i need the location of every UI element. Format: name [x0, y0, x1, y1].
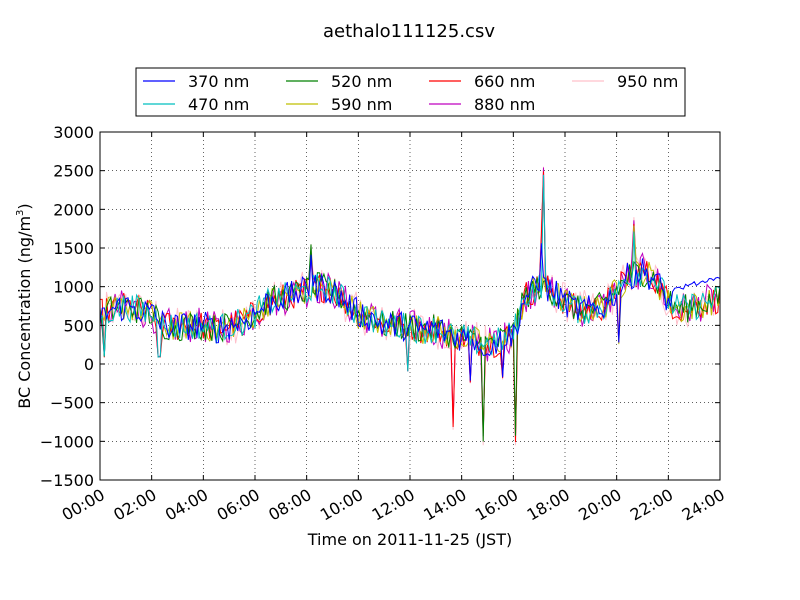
y-tick-label: 1000	[53, 278, 94, 297]
y-tick-label: 0	[84, 355, 94, 374]
y-tick-label: 1500	[53, 239, 94, 258]
x-tick-label: 04:00	[162, 485, 211, 525]
legend-label: 470 nm	[188, 95, 249, 114]
x-tick-label: 20:00	[575, 485, 624, 525]
chart-title: aethalo111125.csv	[323, 21, 495, 42]
y-tick-label: 3000	[53, 123, 94, 142]
legend-label: 660 nm	[474, 72, 535, 91]
x-tick-label: 00:00	[59, 485, 108, 525]
y-tick-label: −500	[50, 394, 94, 413]
y-tick-label: 2000	[53, 200, 94, 219]
legend-box	[135, 67, 686, 117]
x-axis-label: Time on 2011-11-25 (JST)	[307, 530, 512, 549]
x-tick-label: 18:00	[524, 485, 573, 525]
y-tick-label: −1500	[40, 471, 94, 490]
grid-lines	[100, 132, 720, 480]
x-tick-labels: 00:00 02:00 04:00 06:00 08:00 10:00 12:00 14:00…	[59, 485, 728, 525]
x-tick-label: 22:00	[627, 485, 676, 525]
legend-label: 950 nm	[617, 72, 678, 91]
y-axis-label: BC Concentration (ng/m3)	[15, 203, 34, 408]
x-tick-label: 14:00	[420, 485, 469, 525]
x-tick-label: 24:00	[679, 485, 728, 525]
legend-label: 370 nm	[188, 72, 249, 91]
x-tick-label: 06:00	[214, 485, 263, 525]
legend-label: 520 nm	[331, 72, 392, 91]
axis-ticks	[99, 131, 721, 481]
series-layer	[100, 166, 720, 446]
y-axis-label-close: )	[15, 203, 34, 209]
legend-label: 880 nm	[474, 95, 535, 114]
y-tick-label: 500	[63, 316, 94, 335]
x-tick-label: 12:00	[369, 485, 418, 525]
y-axis-label-main: BC Concentration (ng/m	[15, 216, 34, 409]
legend-label: 590 nm	[331, 95, 392, 114]
x-tick-label: 08:00	[265, 485, 314, 525]
x-tick-label: 16:00	[472, 485, 521, 525]
series-line-370-nm	[100, 243, 720, 381]
y-tick-label: −1000	[40, 432, 94, 451]
x-tick-label: 02:00	[110, 485, 159, 525]
legend: 370 nm 470 nm 520 nm 590 nm 660 nm 880 nm 950 …	[135, 67, 686, 117]
y-axis-label-superscript: 3	[15, 210, 26, 216]
y-tick-label: 2500	[53, 162, 94, 181]
series-line-660-nm	[100, 171, 720, 443]
series-line-520-nm	[100, 244, 720, 442]
y-tick-labels: −1500 −1000 −500 0 500 1000 1500 2000 2500 3000	[40, 123, 94, 490]
x-tick-label: 10:00	[317, 485, 366, 525]
